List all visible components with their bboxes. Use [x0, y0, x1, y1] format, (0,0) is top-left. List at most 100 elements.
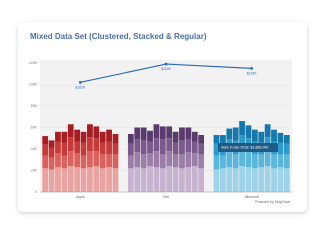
- bar-segment: [239, 135, 245, 151]
- bar-segment: [264, 124, 271, 138]
- bar-segment: [48, 140, 55, 148]
- bar-segment: [213, 135, 220, 144]
- bar-segment: [159, 126, 166, 140]
- bar-segment: [271, 154, 277, 169]
- bar-segment: [277, 142, 284, 155]
- bar-segment: [55, 131, 61, 142]
- bar-segment: [87, 137, 93, 152]
- bar-segment: [198, 168, 205, 192]
- bar-segment: [271, 129, 277, 142]
- bar-segment: [80, 142, 87, 156]
- bar-segment: [166, 126, 173, 139]
- bar-segment: [264, 151, 271, 167]
- bar-segment: [258, 154, 265, 168]
- bar-segment: [220, 168, 226, 192]
- bar-segment: [93, 138, 100, 152]
- bar-segment: [99, 154, 106, 169]
- bar-segment: [185, 127, 192, 140]
- bar-segment: [87, 151, 93, 168]
- y-tick-label: 100K: [29, 82, 38, 86]
- bar-segment: [245, 167, 252, 192]
- bar-segment: [93, 126, 100, 139]
- bar-segment: [140, 168, 147, 192]
- bar-segment: [134, 152, 141, 168]
- group-label: Apple: [76, 195, 85, 199]
- bar-segment: [140, 140, 147, 155]
- bar-segment: [213, 143, 220, 156]
- line-point: [78, 80, 82, 84]
- bar-segment: [245, 152, 252, 168]
- bar-segment: [112, 143, 119, 155]
- bar-segment: [67, 166, 74, 192]
- bar-segment: [172, 167, 179, 192]
- bar-segment: [80, 168, 87, 192]
- bar-segment: [283, 143, 290, 155]
- bar-segment: [251, 154, 258, 169]
- bar-segment: [232, 154, 239, 169]
- bar-segment: [42, 144, 49, 156]
- bar-segment: [93, 151, 100, 167]
- credit: Powered by ZingChart: [255, 200, 290, 204]
- tooltip: Sells in Jan 2018: $1,886,000: [221, 145, 268, 149]
- bar-segment: [258, 131, 265, 143]
- bar-segment: [147, 166, 153, 192]
- bar-segment: [245, 125, 252, 139]
- bar-segment: [153, 124, 160, 139]
- bar-segment: [42, 168, 49, 192]
- bar-segment: [87, 167, 93, 192]
- bar-segment: [67, 124, 74, 138]
- bar-segment: [191, 153, 198, 167]
- line-value-label: $115K: [247, 71, 258, 75]
- bar-segment: [80, 131, 87, 143]
- bar-segment: [55, 153, 61, 168]
- bar-segment: [153, 138, 160, 152]
- bar-segment: [112, 133, 119, 144]
- bar-segment: [67, 137, 74, 152]
- bar-segment: [213, 155, 220, 170]
- bar-segment: [93, 166, 100, 192]
- chart-title: Mixed Data Set (Clustered, Stacked & Reg…: [30, 32, 207, 41]
- bar-segment: [140, 154, 147, 169]
- bar-segment: [99, 131, 106, 143]
- y-tick-label: 80K: [31, 104, 38, 108]
- bar-segment: [106, 129, 112, 142]
- bar-segment: [172, 131, 179, 143]
- bar-segment: [127, 143, 134, 156]
- bar-segment: [239, 166, 245, 192]
- bar-segment: [271, 168, 277, 192]
- bar-segment: [61, 142, 68, 156]
- bar-segment: [220, 135, 226, 145]
- bar-segment: [172, 142, 179, 155]
- bar-segment: [74, 129, 81, 142]
- bar-segment: [87, 124, 93, 138]
- bar-segment: [166, 166, 173, 192]
- bar-segment: [159, 154, 166, 169]
- bar-segment: [80, 155, 87, 169]
- bar-segment: [239, 150, 245, 167]
- line-point: [164, 62, 168, 66]
- bar-segment: [147, 153, 153, 167]
- bar-segment: [277, 167, 284, 192]
- bar-segment: [74, 141, 81, 154]
- bar-segment: [61, 168, 68, 192]
- bar-segment: [277, 154, 284, 168]
- y-tick-label: 120K: [29, 61, 38, 65]
- bar-segment: [159, 168, 166, 192]
- bar-segment: [226, 167, 233, 192]
- bar-segment: [74, 167, 81, 192]
- bar-segment: [127, 155, 134, 169]
- bar-segment: [264, 166, 271, 192]
- y-tick-label: 0: [35, 190, 37, 194]
- bar-segment: [134, 139, 141, 153]
- bar-segment: [283, 135, 290, 144]
- bar-segment: [48, 157, 55, 170]
- bar-segment: [55, 167, 61, 192]
- bar-segment: [185, 167, 192, 192]
- bar-segment: [134, 127, 141, 140]
- bar-segment: [179, 154, 185, 169]
- bar-segment: [198, 135, 205, 144]
- bar-segment: [42, 155, 49, 169]
- bar-segment: [258, 167, 265, 192]
- bar-segment: [106, 154, 112, 168]
- bar-segment: [172, 154, 179, 168]
